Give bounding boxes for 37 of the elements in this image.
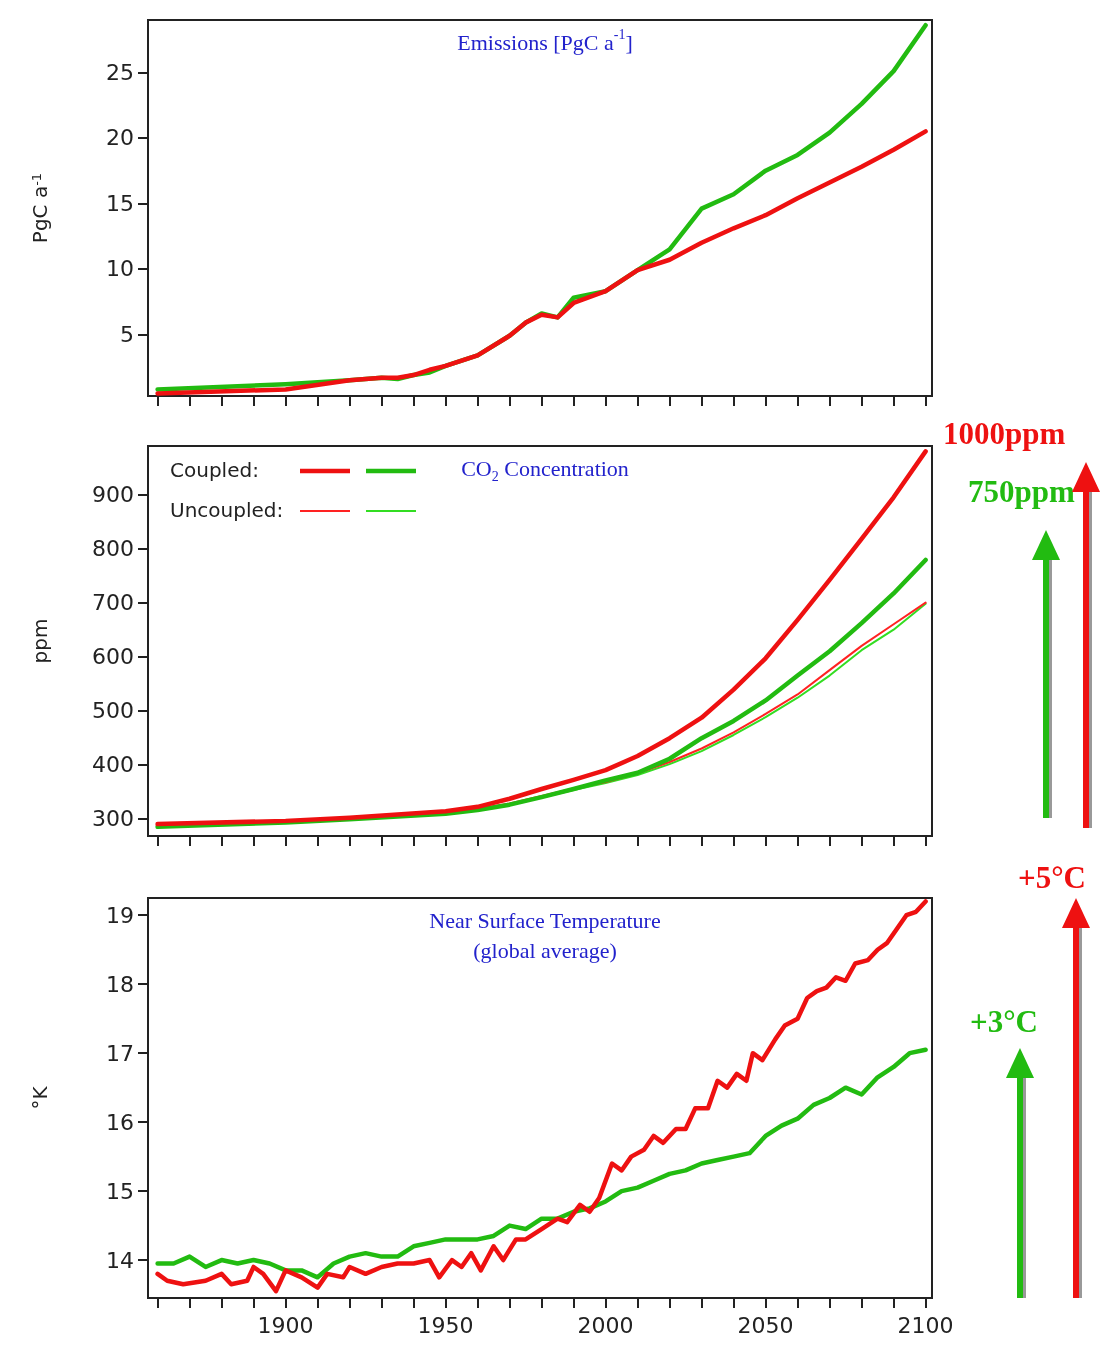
y-tick-label: 15 bbox=[106, 1178, 134, 1204]
legend-label: Uncoupled: bbox=[170, 498, 284, 522]
y-tick-label: 18 bbox=[106, 971, 134, 997]
y-tick-label: 16 bbox=[106, 1109, 134, 1135]
x-tick-label: 2050 bbox=[737, 1312, 794, 1338]
y-tick-label: 19 bbox=[106, 902, 134, 928]
x-tick-label: 1900 bbox=[257, 1312, 314, 1338]
line-series bbox=[155, 129, 928, 396]
y-tick-label: 300 bbox=[92, 806, 134, 832]
text: Near Surface Temperature (global average) bbox=[429, 907, 661, 963]
y-tick-label: 800 bbox=[92, 536, 134, 562]
line-series bbox=[155, 449, 928, 827]
line-series bbox=[155, 899, 928, 1294]
y-tick-label: 5 bbox=[120, 321, 134, 347]
y-tick-label: 10 bbox=[106, 256, 134, 282]
y-tick-label: 17 bbox=[106, 1040, 134, 1066]
text: +3°C bbox=[970, 1004, 1038, 1039]
y-axis-title: PgC a-1 bbox=[28, 172, 52, 244]
legend-label: Coupled: bbox=[170, 458, 259, 482]
y-tick-label: 700 bbox=[92, 590, 134, 616]
x-tick-label: 2000 bbox=[577, 1312, 634, 1338]
y-axis-title: °K bbox=[28, 1085, 52, 1110]
y-tick-label: 20 bbox=[106, 125, 134, 151]
text: 1000ppm bbox=[943, 416, 1066, 451]
x-tick-label: 1950 bbox=[417, 1312, 474, 1338]
y-tick-label: 15 bbox=[106, 190, 134, 216]
y-axis-title: ppm bbox=[28, 618, 52, 664]
y-tick-label: 14 bbox=[106, 1247, 134, 1273]
y-tick-label: 500 bbox=[92, 698, 134, 724]
y-tick-label: 900 bbox=[92, 482, 134, 508]
y-tick-label: 25 bbox=[106, 59, 134, 85]
x-tick-label: 2100 bbox=[897, 1312, 954, 1338]
y-tick-label: 400 bbox=[92, 752, 134, 778]
line-series bbox=[155, 1047, 928, 1280]
y-tick-label: 600 bbox=[92, 644, 134, 670]
text: 750ppm bbox=[968, 474, 1075, 509]
text: +5°C bbox=[1018, 860, 1086, 895]
